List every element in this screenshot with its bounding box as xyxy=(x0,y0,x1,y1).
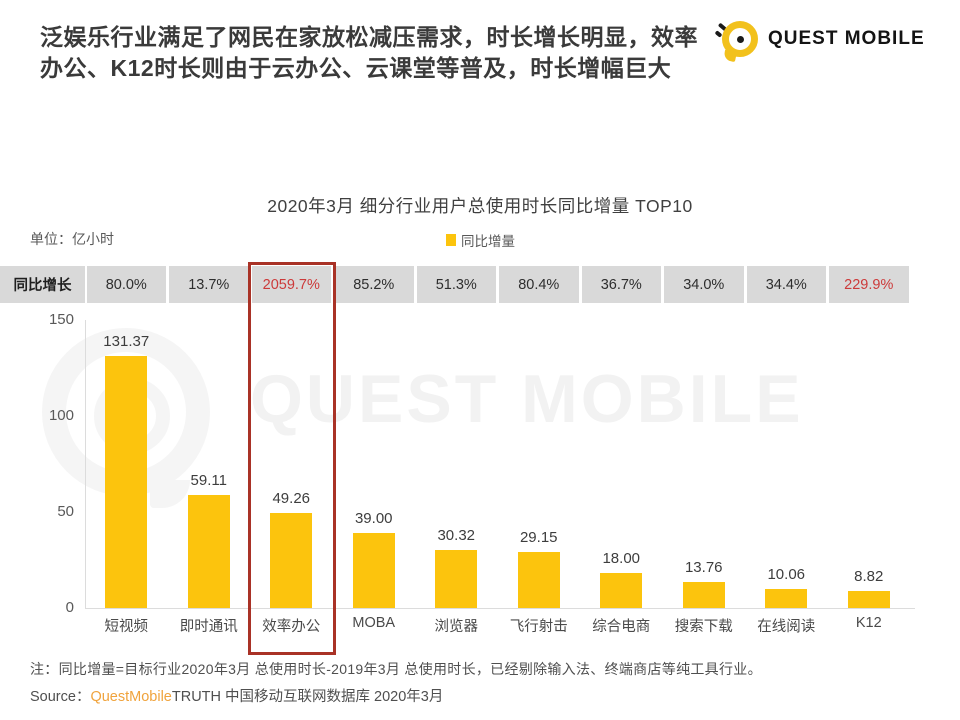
bar-value: 8.82 xyxy=(854,568,884,586)
bar-value: 49.26 xyxy=(272,490,311,508)
questmobile-logo: QUEST MOBILE xyxy=(714,14,946,64)
growth-cell: 36.7% xyxy=(581,266,661,303)
bar xyxy=(435,549,478,608)
legend-label: 同比增量 xyxy=(461,234,515,249)
category-label: 搜索下载 xyxy=(674,619,733,635)
source-suffix: TRUTH 中国移动互联网数据库 2020年3月 xyxy=(171,689,444,705)
category-label: 综合电商 xyxy=(592,619,651,635)
growth-cell: 2059.7% xyxy=(251,266,331,303)
page-title: 泛娱乐行业满足了网民在家放松减压需求，时长增长明显，效率 办公、K12时长则由于… xyxy=(40,22,730,84)
logo-ring-icon xyxy=(722,21,758,57)
bar-value: 59.11 xyxy=(190,471,227,489)
bar-value: 29.15 xyxy=(519,529,558,547)
logo-dot-icon xyxy=(737,36,744,43)
growth-cell: 34.0% xyxy=(664,266,744,303)
page-title-line2: 办公、K12时长则由于云办公、云课堂等普及，时长增幅巨大 xyxy=(40,55,672,81)
chart-title: 2020年3月 细分行业用户总使用时长同比增量 TOP10 xyxy=(267,196,693,216)
category-label: MOBA xyxy=(352,615,396,631)
unit-label: 单位：亿小时 xyxy=(30,231,114,247)
bar xyxy=(682,581,725,608)
bar xyxy=(270,513,313,608)
bar xyxy=(517,552,560,608)
category-label: 即时通讯 xyxy=(179,619,238,635)
growth-row: 同比增长 80.0% 13.7% 2059.7% 85.2% 51.3% 80.4% 36.… xyxy=(0,266,960,303)
bar xyxy=(847,591,890,608)
bar-value: 30.32 xyxy=(437,526,476,544)
source-prefix: Source： xyxy=(30,689,91,705)
growth-cell: 13.7% xyxy=(169,266,249,303)
logo-text: QUEST MOBILE xyxy=(768,28,925,49)
growth-cell: 80.4% xyxy=(499,266,579,303)
legend-swatch-icon xyxy=(446,234,456,246)
category-label: 浏览器 xyxy=(434,619,479,635)
page-title-line1: 泛娱乐行业满足了网民在家放松减压需求，时长增长明显，效率 xyxy=(40,24,698,50)
bar-value: 18.00 xyxy=(602,550,641,568)
category-label: K12 xyxy=(855,615,882,631)
footnote: 注：同比增量=目标行业2020年3月 总使用时长-2019年3月 总使用时长，已… xyxy=(30,661,762,677)
highlight-box xyxy=(248,262,336,655)
bar xyxy=(352,533,395,608)
bar xyxy=(105,355,148,608)
category-label: 飞行射击 xyxy=(509,619,568,635)
questmobile-logo-icon xyxy=(714,17,760,63)
x-axis xyxy=(85,608,915,609)
growth-cell: 229.9% xyxy=(829,266,909,303)
growth-cell: 34.4% xyxy=(746,266,826,303)
bar-value: 39.00 xyxy=(354,510,393,528)
bar xyxy=(765,588,808,608)
y-tick-label: 50 xyxy=(57,503,74,520)
category-label: 短视频 xyxy=(104,619,149,635)
growth-cell: 51.3% xyxy=(416,266,496,303)
source-line: Source：QuestMobileTRUTH 中国移动互联网数据库 2020年… xyxy=(30,685,443,706)
category-label: 效率办公 xyxy=(262,619,321,635)
y-tick-label: 100 xyxy=(48,407,74,424)
watermark-text: QUEST MOBILE xyxy=(250,361,804,437)
y-tick-label: 150 xyxy=(48,311,74,328)
source-brand: QuestMobile xyxy=(90,689,172,705)
growth-row-label: 同比增长 xyxy=(0,266,85,303)
growth-cell: 85.2% xyxy=(334,266,414,303)
bar-value: 10.06 xyxy=(767,565,806,583)
growth-cell: 80.0% xyxy=(86,266,166,303)
bar-value: 13.76 xyxy=(684,558,723,576)
bar xyxy=(187,494,230,608)
category-label: 在线阅读 xyxy=(757,619,816,635)
bar-value: 131.37 xyxy=(103,332,150,350)
y-tick-label: 0 xyxy=(65,599,74,616)
bar xyxy=(600,573,643,608)
legend: 同比增量 xyxy=(446,230,515,250)
y-axis xyxy=(85,320,86,608)
